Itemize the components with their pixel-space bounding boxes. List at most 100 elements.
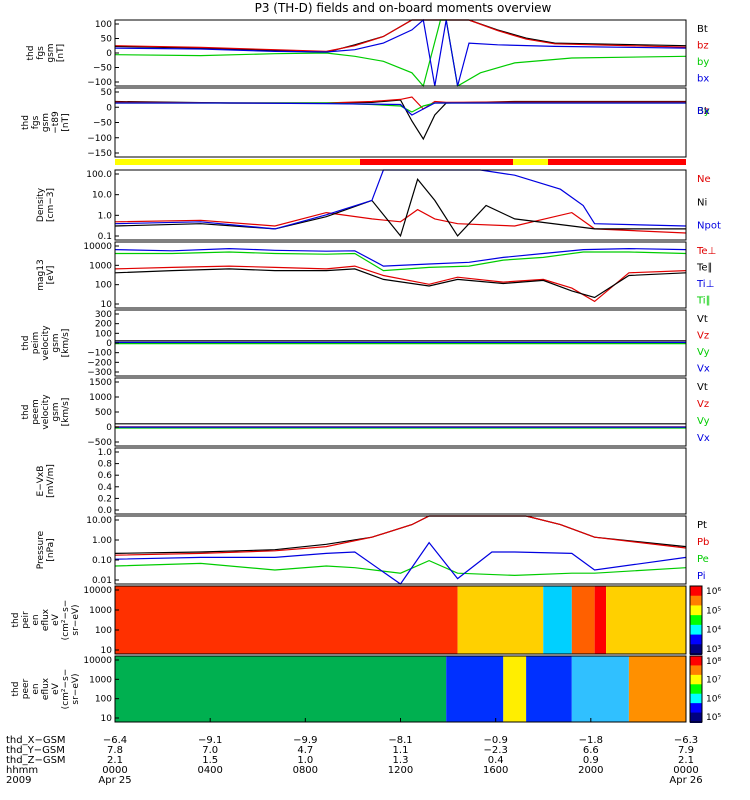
y-axis-label: eflux [41, 608, 51, 631]
x-row-label: hhmm [6, 765, 38, 776]
x-tick-label-Z: 0.9 [583, 755, 599, 766]
series-bx [114, 18, 687, 87]
y-tick-label: 10000 [83, 242, 112, 252]
x-tick-label-Y: 7.8 [107, 745, 123, 756]
x-tick-label-X: −9.9 [293, 735, 317, 746]
plot-frame [114, 447, 687, 515]
y-tick-label: 100 [95, 626, 112, 636]
colorbar-tick-label: 10³ [706, 645, 721, 655]
colorbar-frame [689, 655, 703, 723]
spectrogram-band [571, 656, 629, 722]
y-axis-label: en [31, 614, 41, 625]
legend-entry: Pt [697, 520, 707, 531]
y-tick-label: 10000 [83, 656, 112, 666]
figure-title: P3 (TH-D) fields and on-board moments ov… [255, 1, 552, 15]
x-tick-label-date: Apr 26 [669, 775, 702, 786]
y-tick-label: 0.2 [98, 494, 112, 504]
series-Pb [114, 515, 687, 556]
x-tick-label-hhmm: 0000 [673, 765, 698, 776]
y-axis-label: −t89 [51, 111, 61, 134]
series-Pi [114, 541, 687, 585]
y-axis-label: thd [26, 46, 36, 61]
y-tick-label: 10 [101, 646, 113, 656]
series-Ti∥ [115, 251, 687, 272]
x-tick-label-Y: 7.0 [202, 745, 218, 756]
colorbar-tick-label: 10⁵ [706, 606, 721, 616]
colorbar-segment [690, 634, 702, 646]
y-axis-label: fgs [36, 46, 46, 60]
y-tick-label: 1000 [89, 675, 112, 685]
y-tick-label: 10 [101, 714, 113, 724]
x-tick-label-Z: 0.4 [488, 755, 504, 766]
x-tick-label-Y: 7.9 [678, 745, 694, 756]
legend-entry: bz [697, 41, 709, 52]
y-tick-label: −100 [87, 78, 112, 88]
panel-pressure: Pt Pb Pe Pi 10.00 1.00 0.10 0.01 Pressure [nPa] [36, 515, 709, 586]
y-tick-label: 100 [95, 695, 112, 705]
colorbar-segment [690, 586, 702, 597]
colorbar-segment [690, 712, 702, 723]
y-axis-label: sr−eV) [71, 604, 81, 635]
y-tick-label: 100 [95, 20, 112, 30]
plot-frame [114, 19, 687, 87]
y-axis-label: [eV] [46, 266, 56, 285]
y-tick-label: 100.0 [86, 170, 112, 180]
y-axis-label: [cm−3] [46, 188, 56, 222]
colorbar-segment [690, 644, 702, 655]
colorbar-segment [690, 605, 702, 617]
y-tick-label: −500 [87, 438, 112, 448]
y-tick-label: 500 [95, 408, 112, 418]
colorbar-segment [690, 684, 702, 695]
x-tick-label-hhmm: 1200 [388, 765, 413, 776]
y-axis-label: peim [31, 332, 41, 355]
y-tick-label: 1500 [89, 378, 112, 388]
y-tick-label: 1.0 [98, 211, 113, 221]
panel-efield: 1.0 0.80.6 0.40.2 0.0 E−VxB [mV/m] [36, 447, 687, 516]
x-tick-label-X: −9.1 [198, 735, 222, 746]
legend-entry: Ne [697, 174, 711, 185]
spectrogram-band [115, 586, 458, 654]
y-axis-label: (cm²−s− [61, 669, 71, 710]
y-axis-label: peem [31, 399, 41, 425]
y-axis-label: thd [21, 336, 31, 351]
mode-bar-slow [115, 159, 360, 165]
y-axis-label: [km/s] [61, 329, 71, 358]
colorbar-segment [690, 703, 702, 714]
spectrogram-band [594, 586, 607, 654]
y-axis-label: gsm [46, 43, 56, 62]
y-axis-label: [nPa] [46, 538, 56, 561]
plot-frame [114, 377, 687, 447]
spectrogram-band [526, 656, 572, 722]
y-tick-label: 0 [106, 49, 112, 59]
x-tick-label-hhmm: 0000 [102, 765, 127, 776]
x-tick-label-X: −1.8 [579, 735, 603, 746]
plot-frame [114, 87, 687, 158]
y-tick-label: −100 [87, 349, 112, 359]
y-tick-label: 50 [101, 88, 113, 98]
y-tick-label: 50 [101, 35, 113, 45]
y-tick-label: 200 [95, 320, 112, 330]
colorbar-tick-label: 10⁶ [706, 587, 721, 597]
x-tick-label-X: −8.1 [388, 735, 412, 746]
plot-frame [114, 241, 687, 309]
y-tick-label: 100 [95, 329, 112, 339]
legend-entry: Pi [697, 571, 706, 582]
x-tick-label-Z: 2.1 [107, 755, 123, 766]
y-axis-label: [nT] [61, 113, 71, 131]
x-tick-label-X: −0.9 [484, 735, 508, 746]
series-Ti⊥ [114, 247, 687, 267]
y-tick-label: 10 [101, 300, 113, 310]
y-tick-label: 0 [106, 339, 112, 349]
y-axis-label: Pressure [36, 530, 46, 569]
panel-peer: 10⁸ 10⁷ 10⁶ 10⁵ 10000 1000 100 10 thd peer en eflux… [11, 655, 721, 724]
y-tick-label: −50 [93, 119, 112, 129]
y-tick-label: 1.0 [98, 448, 113, 458]
series-Te∥ [114, 268, 687, 299]
y-axis-label: thd [11, 613, 21, 628]
x-tick-label-X: −6.3 [674, 735, 698, 746]
y-tick-label: 1.00 [92, 536, 112, 546]
colorbar-tick-label: 10⁵ [706, 713, 721, 723]
legend-entry: Vz [697, 399, 709, 410]
